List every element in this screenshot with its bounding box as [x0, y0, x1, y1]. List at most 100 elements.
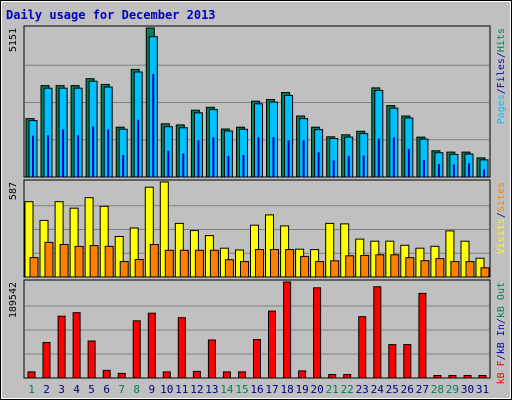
- bar-sites-day-11: [179, 249, 189, 278]
- x-tick-label-15: 15: [235, 383, 248, 396]
- legend-hits-files-2: Files: [496, 58, 507, 88]
- bar-kb-f-day-26: [403, 344, 412, 379]
- bar-kb-f-day-4: [72, 312, 81, 379]
- bar-pages-day-12: [197, 140, 200, 177]
- bar-sites-day-17: [270, 249, 279, 278]
- x-tick-label-27: 27: [416, 383, 429, 396]
- x-tick-label-7: 7: [118, 383, 125, 396]
- bar-sites-day-26: [405, 257, 415, 278]
- bar-sites-day-2: [44, 241, 54, 278]
- bar-visits-day-9: [144, 186, 154, 278]
- series-sites: [29, 241, 490, 278]
- x-tick-label-24: 24: [371, 383, 385, 396]
- bar-kb-f-day-1: [27, 371, 36, 379]
- bar-sites-day-24: [375, 254, 385, 278]
- series-visits: [24, 181, 485, 278]
- bar-visits-day-3: [54, 201, 64, 278]
- bar-pages-day-13: [212, 137, 215, 177]
- x-tick-label-18: 18: [280, 383, 293, 396]
- bar-kb-f-day-22: [343, 374, 352, 379]
- bar-sites-day-20: [315, 261, 325, 278]
- bar-sites-day-5: [89, 245, 99, 278]
- panel-kb-legend: kB F/kB In/kB Out: [496, 282, 507, 384]
- panel-visits-ymax-label: 587: [8, 182, 19, 200]
- x-tick-label-1: 1: [28, 383, 35, 396]
- bar-sites-day-30: [465, 261, 475, 278]
- bar-pages-day-15: [242, 155, 245, 177]
- bar-visits-day-6: [99, 205, 109, 278]
- bar-kb-f-day-17: [268, 310, 276, 379]
- bar-sites-day-23: [360, 255, 370, 278]
- x-tick-label-30: 30: [461, 383, 474, 396]
- bar-pages-day-17: [272, 137, 275, 177]
- bar-visits-day-17: [265, 214, 274, 278]
- bar-pages-day-18: [287, 140, 290, 177]
- bar-pages-day-29: [452, 164, 455, 177]
- bar-kb-f-day-27: [418, 292, 427, 379]
- bar-kb-f-day-16: [253, 339, 261, 379]
- panel-visits-legend: Visits/Sites: [496, 182, 507, 254]
- bar-visits-day-7: [114, 236, 124, 278]
- legend-visits-sites-2: Sites: [496, 182, 507, 212]
- bar-kb-f-day-9: [147, 312, 156, 379]
- x-tick-label-8: 8: [133, 383, 140, 396]
- x-tick-label-3: 3: [58, 383, 65, 396]
- bar-sites-day-3: [59, 244, 69, 278]
- bar-pages-day-27: [422, 159, 425, 177]
- bar-pages-day-19: [302, 140, 305, 177]
- bar-pages-day-25: [392, 137, 395, 177]
- legend-kb-kb-in-2: kB In: [496, 324, 507, 354]
- bar-pages-day-14: [227, 155, 230, 177]
- x-tick-label-10: 10: [160, 383, 173, 396]
- bar-kb-f-day-24: [373, 286, 382, 379]
- bar-pages-day-8: [137, 119, 140, 177]
- bar-pages-day-20: [317, 152, 320, 177]
- x-axis-tick-labels: 1 2 3 4 5 6 7 8 9 10 11 12 13 14 15 16 17 18 19 20 21 22 23 24 2…: [28, 383, 489, 396]
- bar-kb-f-day-2: [42, 342, 51, 379]
- legend-kb-kb-out-4: kB Out: [496, 282, 507, 318]
- bar-kb-f-day-25: [388, 344, 397, 379]
- bar-kb-f-day-6: [102, 369, 111, 379]
- bar-kb-f-day-11: [177, 317, 186, 379]
- x-tick-label-31: 31: [476, 383, 489, 396]
- bar-kb-f-day-10: [162, 371, 171, 379]
- bar-kb-f-day-13: [207, 339, 216, 379]
- bar-sites-day-25: [390, 254, 400, 278]
- bar-kb-f-day-30: [463, 375, 472, 379]
- x-tick-label-9: 9: [148, 383, 155, 396]
- bar-kb-f-day-8: [132, 320, 141, 379]
- bar-kb-f-day-12: [192, 370, 201, 379]
- bar-pages-day-9: [152, 74, 155, 177]
- x-tick-label-22: 22: [341, 383, 354, 396]
- bar-kb-f-day-23: [358, 316, 367, 379]
- bar-sites-day-19: [300, 255, 310, 278]
- bar-sites-day-27: [420, 260, 430, 278]
- bar-kb-f-day-5: [87, 340, 96, 379]
- bar-pages-day-1: [32, 135, 34, 177]
- bar-sites-day-16: [255, 249, 264, 278]
- bar-pages-day-6: [107, 129, 110, 177]
- x-tick-label-6: 6: [103, 383, 110, 396]
- bar-pages-day-22: [347, 155, 350, 177]
- panel-hits-ymax-label: 5151: [8, 28, 19, 52]
- bar-pages-day-3: [62, 129, 65, 177]
- bar-sites-day-10: [164, 249, 174, 278]
- bar-sites-day-13: [209, 249, 219, 278]
- legend-hits-hits-4: Hits: [496, 28, 507, 52]
- chart-title: Daily usage for December 2013: [6, 8, 216, 22]
- x-tick-label-20: 20: [310, 383, 323, 396]
- bar-kb-f-day-15: [238, 371, 246, 379]
- bar-visits-day-10: [159, 181, 169, 278]
- legend-visits-visits-0: Visits: [496, 218, 507, 254]
- bar-visits-day-5: [84, 197, 94, 278]
- bar-pages-day-28: [437, 164, 440, 177]
- x-tick-label-26: 26: [401, 383, 414, 396]
- bar-sites-day-28: [435, 258, 445, 278]
- legend-kb-kb-f-0: kB F: [496, 360, 507, 384]
- x-tick-label-11: 11: [175, 383, 188, 396]
- x-tick-label-23: 23: [356, 383, 369, 396]
- x-tick-label-16: 16: [250, 383, 263, 396]
- x-tick-label-13: 13: [205, 383, 218, 396]
